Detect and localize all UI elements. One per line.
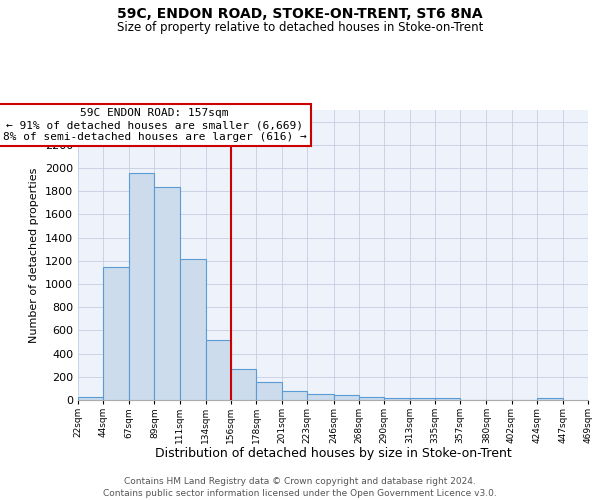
Y-axis label: Number of detached properties: Number of detached properties: [29, 168, 40, 342]
Bar: [334, 396, 359, 400]
Text: 59C ENDON ROAD: 157sqm
← 91% of detached houses are smaller (6,669)
8% of semi-d: 59C ENDON ROAD: 157sqm ← 91% of detached…: [2, 108, 307, 142]
Bar: [154, 186, 179, 400]
Bar: [435, 398, 460, 400]
Bar: [206, 340, 231, 400]
Bar: [384, 398, 410, 400]
Text: Size of property relative to detached houses in Stoke-on-Trent: Size of property relative to detached ho…: [117, 21, 483, 34]
Bar: [256, 382, 282, 400]
Text: Distribution of detached houses by size in Stoke-on-Trent: Distribution of detached houses by size …: [155, 448, 511, 460]
Bar: [130, 172, 154, 400]
Bar: [359, 397, 384, 400]
Bar: [410, 398, 435, 400]
Bar: [536, 398, 563, 400]
Bar: [103, 266, 130, 400]
Bar: [231, 370, 256, 400]
Bar: [282, 390, 307, 400]
Bar: [307, 394, 334, 400]
Text: 59C, ENDON ROAD, STOKE-ON-TRENT, ST6 8NA: 59C, ENDON ROAD, STOKE-ON-TRENT, ST6 8NA: [117, 8, 483, 22]
Bar: [179, 259, 206, 400]
Text: Contains HM Land Registry data © Crown copyright and database right 2024.: Contains HM Land Registry data © Crown c…: [124, 478, 476, 486]
Text: Contains public sector information licensed under the Open Government Licence v3: Contains public sector information licen…: [103, 489, 497, 498]
Bar: [78, 396, 103, 400]
